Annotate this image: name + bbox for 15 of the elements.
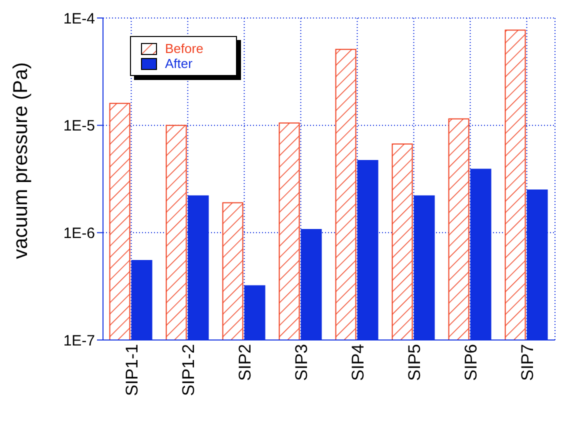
x-tick-label: SIP4 bbox=[348, 344, 368, 381]
x-tick-label: SIP7 bbox=[518, 344, 537, 381]
x-tick-label: SIP3 bbox=[292, 344, 311, 381]
x-tick-label: SIP1-1 bbox=[122, 344, 142, 396]
y-axis-title: vacuum pressure (Pa) bbox=[10, 62, 32, 259]
y-tick-label: 1E-4 bbox=[63, 10, 95, 28]
x-tick-label: SIP2 bbox=[235, 344, 254, 381]
y-tick-label: 1E-6 bbox=[63, 224, 95, 242]
x-tick-label: SIP5 bbox=[404, 344, 424, 381]
y-tick-label: 1E-7 bbox=[63, 332, 95, 350]
x-tick-label: SIP1-2 bbox=[178, 344, 198, 396]
y-tick-label: 1E-5 bbox=[63, 118, 95, 135]
x-tick-label: SIP6 bbox=[461, 344, 480, 381]
legend-label: Before bbox=[165, 41, 204, 56]
legend-label: After bbox=[165, 56, 192, 71]
